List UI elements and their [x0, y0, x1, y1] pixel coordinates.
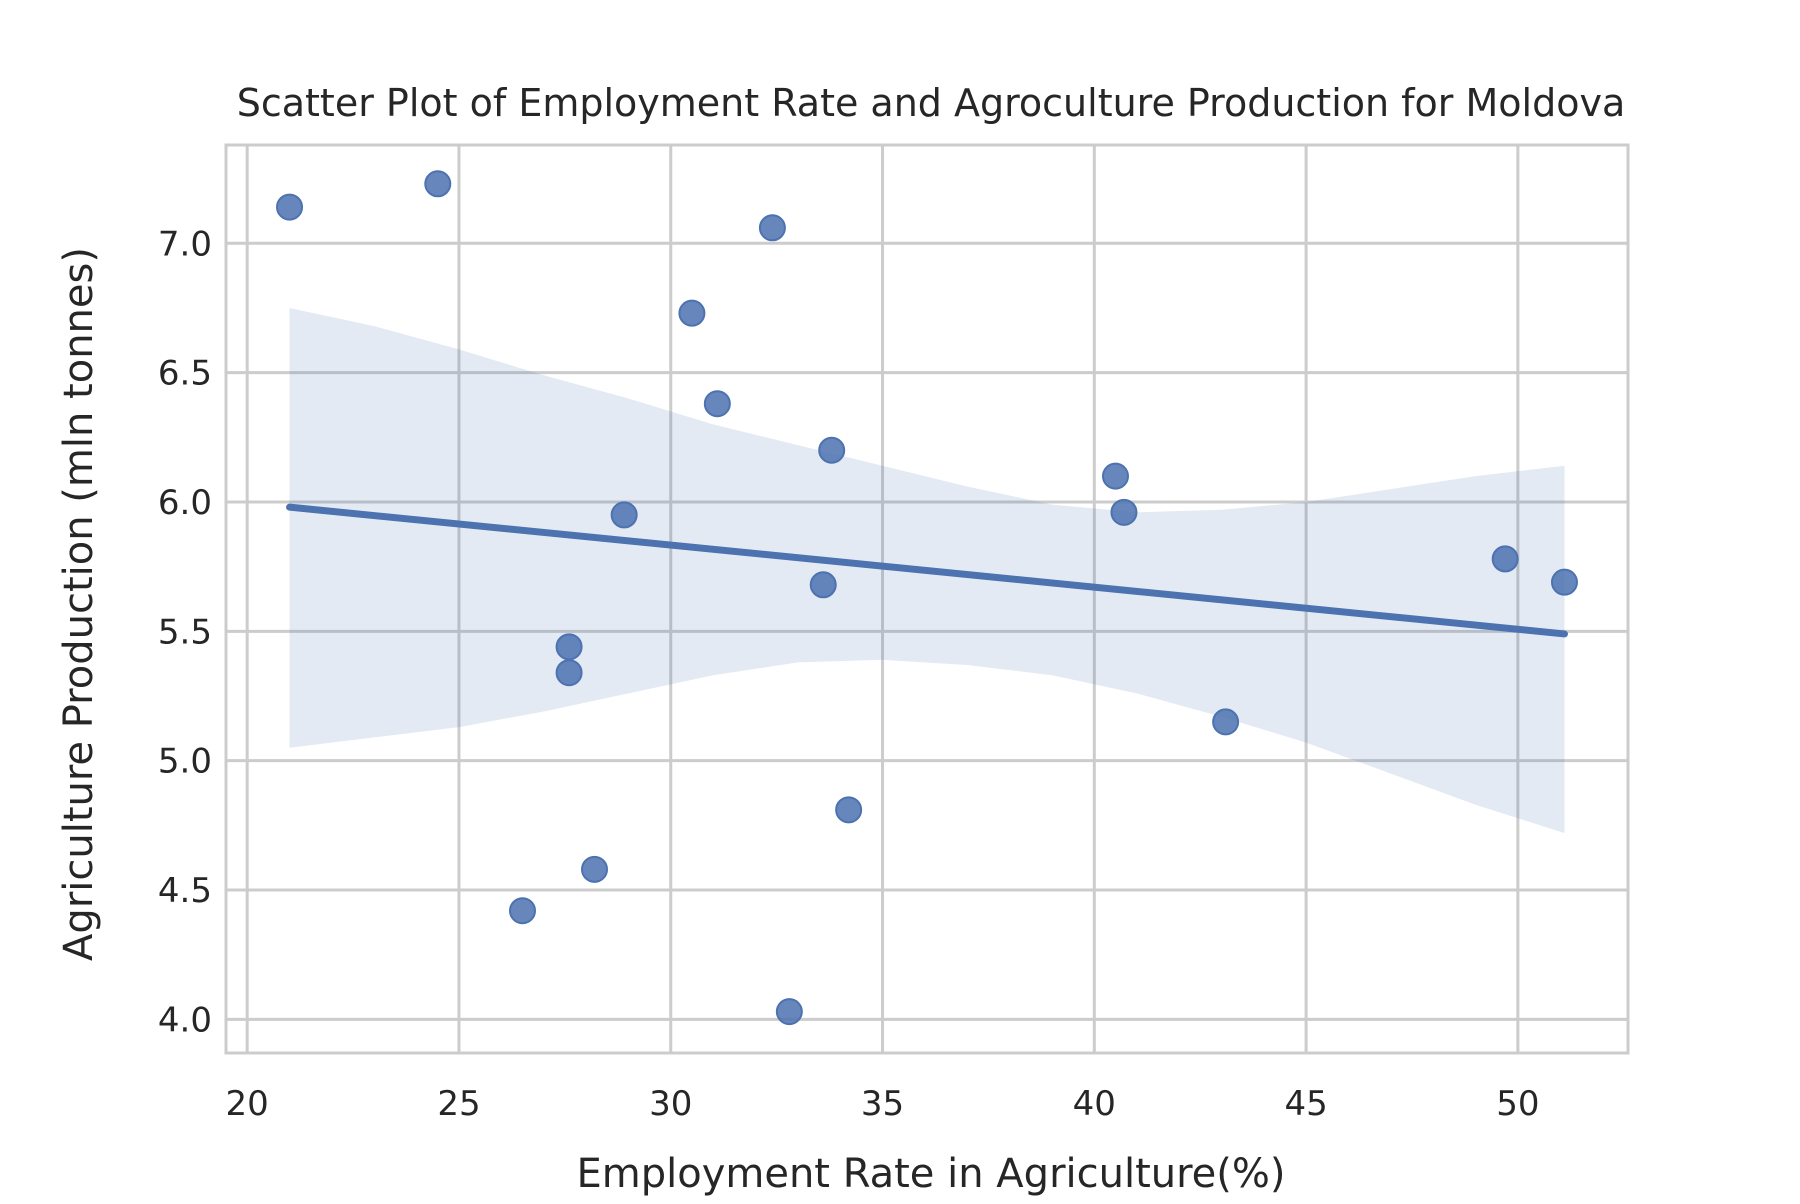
data-point-16: [1212, 708, 1240, 736]
x-tick-label-4: 40: [1073, 1084, 1116, 1124]
data-point-8: [703, 390, 731, 418]
points-layer: [276, 170, 1578, 1026]
x-tick-label-0: 20: [226, 1084, 269, 1124]
regression-line-layer: [286, 503, 1568, 638]
data-point-5: [581, 855, 609, 883]
data-point-18: [1550, 568, 1578, 596]
x-tick-label-2: 30: [649, 1084, 692, 1124]
data-point-3: [555, 633, 583, 661]
data-point-17: [1491, 545, 1519, 573]
x-tick-label-1: 25: [437, 1084, 480, 1124]
regression-line: [286, 503, 1568, 638]
data-point-15: [1110, 498, 1138, 526]
data-point-9: [758, 214, 786, 242]
data-point-7: [678, 299, 706, 327]
y-tick-label-2: 5.0: [158, 742, 212, 782]
y-tick-labels: 4.0 4.5 5.0 5.5 6.0 6.5 7.0: [158, 224, 212, 1040]
data-point-10: [775, 998, 803, 1026]
data-point-11: [809, 571, 837, 599]
data-point-1: [424, 170, 452, 198]
data-point-12: [818, 436, 846, 464]
chart-title: Scatter Plot of Employment Rate and Agro…: [237, 81, 1626, 125]
data-point-4: [555, 659, 583, 687]
y-tick-label-6: 7.0: [158, 224, 212, 264]
x-axis-label: Employment Rate in Agriculture(%): [576, 1151, 1285, 1197]
y-axis-label: Agriculture Production (mln tonnes): [56, 247, 102, 961]
data-point-6: [610, 501, 638, 529]
data-point-2: [508, 897, 536, 925]
data-point-13: [835, 796, 863, 824]
y-tick-label-3: 5.5: [158, 612, 212, 652]
x-tick-label-3: 35: [861, 1084, 904, 1124]
y-tick-label-5: 6.5: [158, 354, 212, 394]
y-tick-label-1: 4.5: [158, 871, 212, 911]
grid-layer: [226, 145, 1628, 1053]
data-point-14: [1101, 462, 1129, 490]
plot-border: [224, 143, 1630, 1055]
x-tick-label-6: 50: [1496, 1084, 1539, 1124]
plot-frame: [224, 143, 1630, 1055]
x-tick-labels: 20 25 30 35 40 45 50: [226, 1084, 1540, 1124]
y-tick-label-0: 4.0: [158, 1000, 212, 1040]
y-tick-label-4: 6.0: [158, 483, 212, 523]
data-point-0: [276, 193, 304, 221]
x-tick-label-5: 45: [1284, 1084, 1327, 1124]
